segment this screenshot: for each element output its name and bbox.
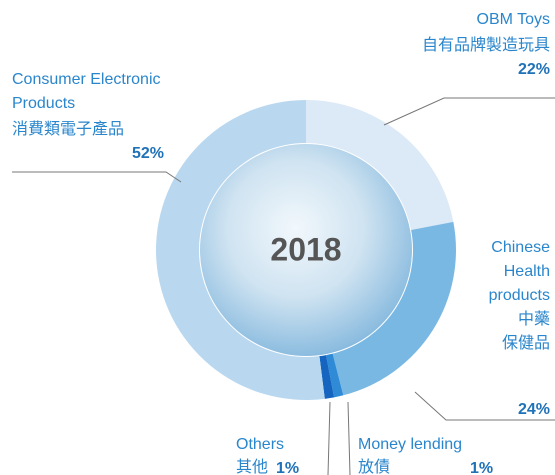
value-label: 1% <box>470 460 493 475</box>
label-text: products <box>489 287 550 304</box>
label-text: Consumer Electronic <box>12 71 161 88</box>
leader-line <box>348 402 350 475</box>
label-text: Health <box>504 263 550 280</box>
value-label: 22% <box>518 61 550 78</box>
label-text-zh: 其他 <box>236 458 268 475</box>
center-label: 2018 <box>270 231 341 267</box>
label-text-zh: 消費類電子產品 <box>12 120 124 138</box>
leader-line <box>384 98 555 125</box>
label-text: Money lending <box>358 436 462 453</box>
label-text: OBM Toys <box>477 11 551 28</box>
label-text-zh: 自有品牌製造玩具 <box>422 36 550 54</box>
label-text: Products <box>12 95 75 112</box>
label-text: Others <box>236 436 284 453</box>
chart: 2018 OBM Toys 自有品牌製造玩具 22% Chinese Health pro… <box>0 0 555 475</box>
label-text-zh: 中藥 <box>518 310 550 328</box>
leader-line <box>12 172 181 182</box>
value-label: 1% <box>276 460 299 475</box>
label-text: Chinese <box>491 239 550 256</box>
value-label: 24% <box>518 401 550 418</box>
label-text-zh: 放債 <box>358 458 390 475</box>
label-text-zh: 保健品 <box>502 334 550 352</box>
value-label: 52% <box>132 145 164 162</box>
leader-line <box>328 402 330 475</box>
